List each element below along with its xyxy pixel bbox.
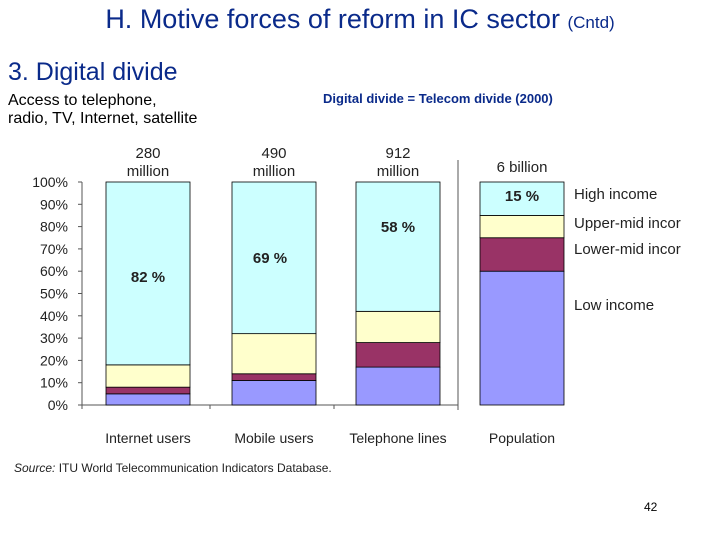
y-tick-label: 70% — [40, 241, 68, 257]
bar-segment-low-income — [105, 393, 191, 406]
y-tick-label: 80% — [40, 219, 68, 235]
percent-annotation: 69 % — [253, 250, 287, 267]
chart-title: Digital divide = Telecom divide (2000) — [323, 91, 553, 106]
bar-segment-lower-mid-income — [355, 342, 441, 368]
y-tick-label: 10% — [40, 375, 68, 391]
source-note: Source: ITU World Telecommunication Indi… — [14, 461, 332, 475]
bar-total-label: 912 — [385, 145, 410, 162]
bar-segment-upper-mid-income — [355, 310, 441, 343]
bar-segment-high-income — [355, 181, 441, 312]
bar-segment-lower-mid-income — [105, 386, 191, 395]
bar-total-label: million — [377, 163, 420, 180]
y-tick-label: 0% — [48, 397, 68, 413]
bar-total-label: million — [253, 163, 296, 180]
bar-segment-high-income — [231, 181, 317, 335]
bar-segment-lower-mid-income — [231, 373, 317, 381]
slide-title-suffix: (Cntd) — [567, 13, 615, 32]
y-tick-label: 30% — [40, 330, 68, 346]
slide-title: H. Motive forces of reform in IC sector … — [0, 4, 720, 35]
y-tick-label: 90% — [40, 196, 68, 212]
slide-title-main: H. Motive forces of reform in IC sector — [105, 4, 560, 34]
x-category-label: Population — [489, 430, 555, 446]
source-text: ITU World Telecommunication Indicators D… — [59, 461, 332, 475]
bar-segment-low-income — [231, 380, 317, 406]
y-tick-label: 40% — [40, 308, 68, 324]
bar-total-label: million — [127, 163, 170, 180]
legend-label: Low income — [574, 297, 654, 314]
y-tick-label: 50% — [40, 286, 68, 302]
section-heading: 3. Digital divide — [8, 58, 178, 86]
percent-annotation: 15 % — [505, 188, 539, 205]
bar-segment-upper-mid-income — [479, 215, 565, 239]
legend-label: Lower-mid incor — [574, 241, 681, 258]
bar-segment-upper-mid-income — [105, 364, 191, 388]
bar-segment-high-income — [105, 181, 191, 366]
x-category-label: Mobile users — [234, 430, 313, 446]
bar-segment-low-income — [355, 366, 441, 406]
legend-label: Upper-mid incor — [574, 215, 681, 232]
bar-segment-upper-mid-income — [231, 333, 317, 375]
bar-total-label: 490 — [261, 145, 286, 162]
y-tick-label: 20% — [40, 352, 68, 368]
y-tick-label: 60% — [40, 263, 68, 279]
x-category-label: Internet users — [105, 430, 191, 446]
bar-total-label: 280 — [135, 145, 160, 162]
x-category-label: Telephone lines — [349, 430, 446, 446]
access-note: Access to telephone, radio, TV, Internet… — [8, 92, 198, 127]
page-number: 42 — [644, 500, 658, 514]
source-prefix: Source: — [14, 461, 59, 475]
bar-segment-low-income — [479, 270, 565, 406]
bar-segment-high-income — [479, 181, 565, 216]
bar-total-label: 6 billion — [497, 159, 548, 176]
bar-segment-lower-mid-income — [479, 237, 565, 272]
legend-label: High income — [574, 186, 657, 203]
percent-annotation: 82 % — [131, 269, 165, 286]
percent-annotation: 58 % — [381, 219, 415, 236]
y-tick-label: 100% — [32, 174, 68, 190]
